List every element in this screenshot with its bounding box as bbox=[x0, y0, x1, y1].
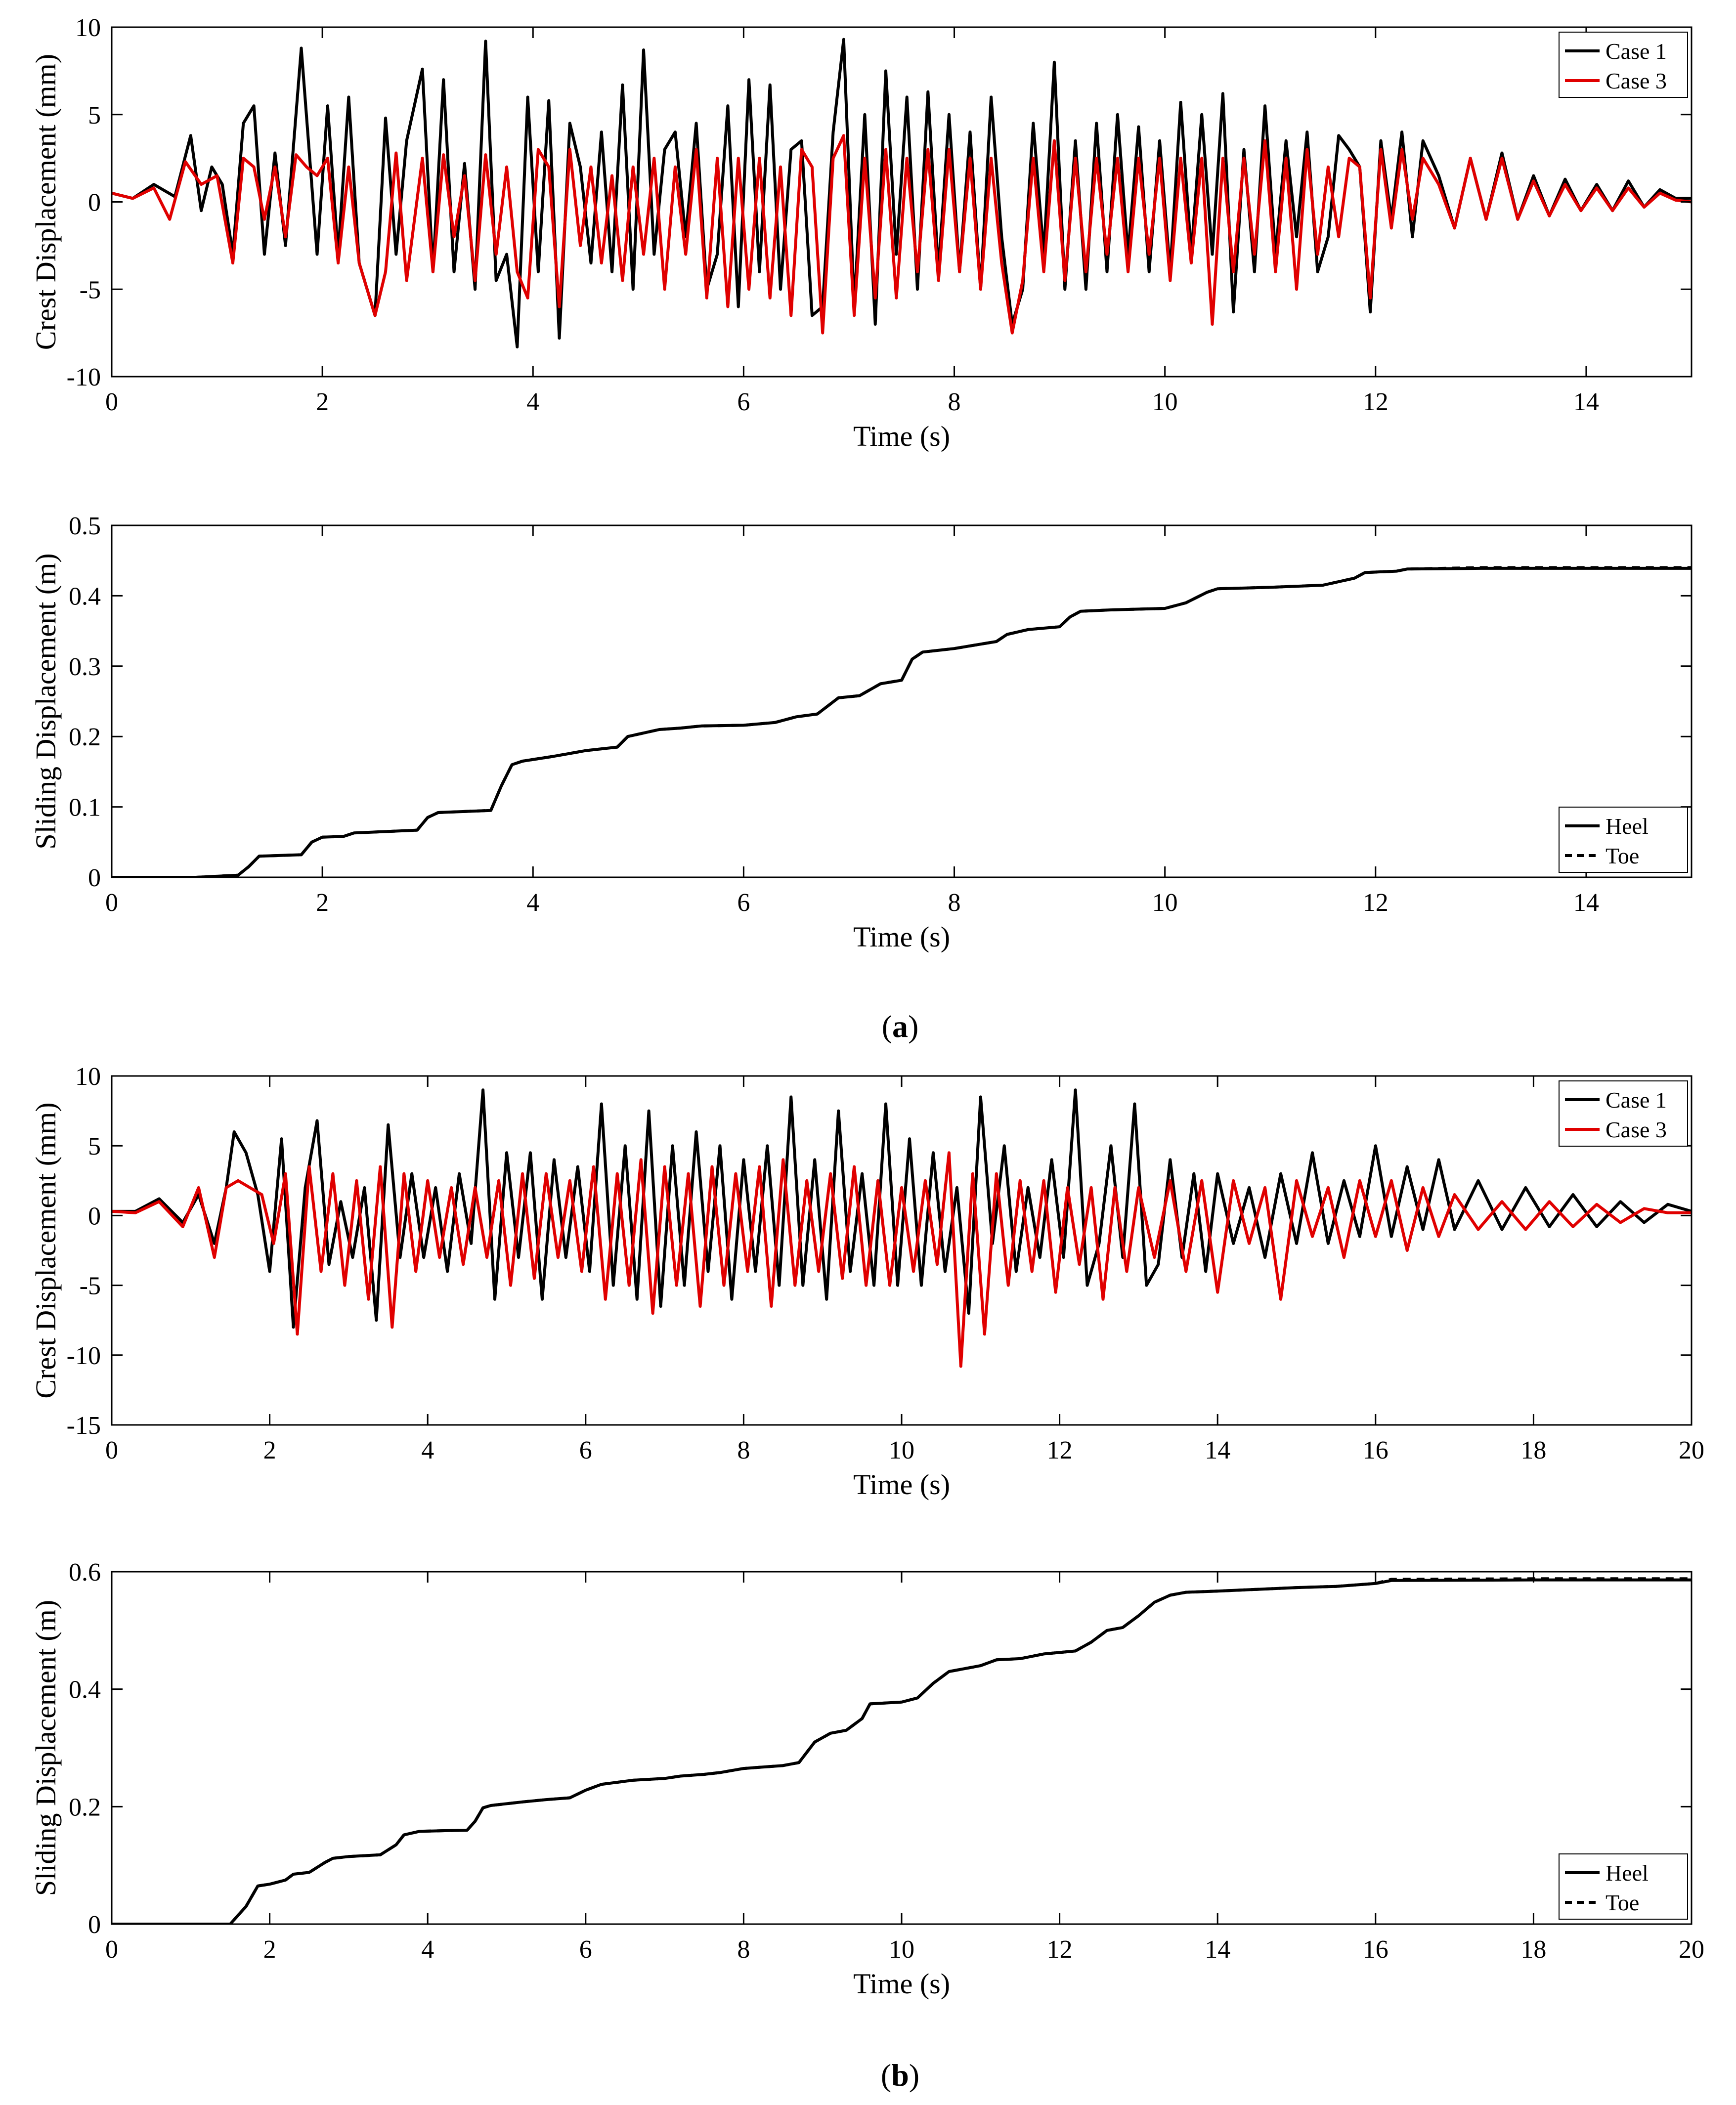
b-sliding-y-tick-label: 0.4 bbox=[69, 1676, 101, 1704]
a-crest-y-axis-title: Crest Displacement (mm) bbox=[30, 54, 62, 350]
a-sliding-legend-label-heel: Heel bbox=[1606, 814, 1649, 839]
b-crest-x-tick-label: 0 bbox=[105, 1436, 118, 1464]
b-crest-x-tick-label: 6 bbox=[579, 1436, 592, 1464]
b-crest-series-line-case-3 bbox=[112, 1151, 1692, 1368]
a-crest-axes-box bbox=[111, 26, 1693, 378]
a-crest-x-tick-label: 0 bbox=[105, 388, 118, 416]
a-sliding-x-axis-title: Time (s) bbox=[853, 921, 950, 953]
a-sliding-series-line-toe bbox=[112, 566, 1692, 877]
b-sliding-y-tick-label: 0 bbox=[88, 1911, 101, 1939]
b-sliding-axes-box bbox=[111, 1571, 1693, 1925]
a-crest-y-tick-label: 5 bbox=[88, 101, 101, 129]
a-sliding-y-tick-label: 0 bbox=[88, 864, 101, 892]
b-crest-y-tick-label: 0 bbox=[88, 1202, 101, 1230]
b-sliding-x-tick-label: 2 bbox=[263, 1935, 276, 1964]
a-crest-x-tick-label: 2 bbox=[316, 388, 329, 416]
a-crest-y-tick-label: -10 bbox=[67, 363, 101, 391]
b-sliding-series-line-heel bbox=[112, 1578, 1692, 1924]
a-sliding-x-tick-label: 14 bbox=[1573, 889, 1599, 917]
b-crest-x-tick-label: 20 bbox=[1679, 1436, 1704, 1464]
b-crest-x-tick-label: 16 bbox=[1363, 1436, 1389, 1464]
a-crest-legend-label-case-1: Case 1 bbox=[1606, 39, 1667, 64]
a-crest-legend-label-case-3: Case 3 bbox=[1606, 68, 1667, 93]
b-crest-x-tick-label: 4 bbox=[421, 1436, 434, 1464]
a-crest-x-tick-label: 6 bbox=[737, 388, 750, 416]
a-sliding-axes-box bbox=[111, 524, 1693, 878]
b-crest-x-tick-label: 14 bbox=[1205, 1436, 1230, 1464]
b-crest-x-tick-label: 12 bbox=[1047, 1436, 1073, 1464]
a-crest-y-tick-label: 10 bbox=[75, 14, 101, 42]
a-sliding-legend-label-toe: Toe bbox=[1606, 843, 1639, 868]
a-crest-series-line-case-1 bbox=[112, 38, 1692, 348]
b-sliding-legend-box bbox=[1559, 1853, 1688, 1920]
b-sliding-x-tick-label: 18 bbox=[1520, 1935, 1546, 1964]
b-sliding-x-tick-label: 12 bbox=[1047, 1935, 1073, 1964]
b-sliding-y-axis-title: Sliding Displacement (m) bbox=[30, 1600, 62, 1896]
a-sliding-y-tick-label: 0.4 bbox=[69, 582, 101, 610]
a-crest-x-tick-label: 8 bbox=[948, 388, 961, 416]
b-crest-series-line-case-1 bbox=[112, 1088, 1692, 1329]
a-sliding-y-tick-label: 0.3 bbox=[69, 653, 101, 681]
b-crest-x-tick-label: 18 bbox=[1520, 1436, 1546, 1464]
a-crest-x-tick-label: 14 bbox=[1573, 388, 1599, 416]
b-crest-x-tick-label: 10 bbox=[889, 1436, 914, 1464]
b-sliding-x-tick-label: 0 bbox=[105, 1935, 118, 1964]
a-sliding-x-tick-label: 8 bbox=[948, 889, 961, 917]
a-crest-x-tick-label: 10 bbox=[1152, 388, 1178, 416]
b-crest-legend-box bbox=[1559, 1080, 1688, 1147]
b-sliding-x-tick-label: 10 bbox=[889, 1935, 914, 1964]
b-sliding-x-tick-label: 8 bbox=[737, 1935, 750, 1964]
chart-a-crest-displacement: 0 2 4 6 8 10 12 14 -10 -5 0 5 10 Time (s) Crest Displa… bbox=[30, 14, 1693, 452]
a-sliding-y-tick-label: 0.5 bbox=[69, 512, 101, 540]
a-crest-y-tick-label: 0 bbox=[88, 189, 101, 217]
chart-a-sliding-displacement: 0 2 4 6 8 10 12 14 0 0.1 0.2 0.3 0.4 0.5 Time (s) Slidi… bbox=[30, 512, 1693, 953]
a-sliding-x-tick-label: 10 bbox=[1152, 889, 1178, 917]
b-sliding-x-axis-title: Time (s) bbox=[853, 1968, 950, 2000]
b-sliding-x-tick-label: 14 bbox=[1205, 1935, 1230, 1964]
a-sliding-x-tick-label: 0 bbox=[105, 889, 118, 917]
a-sliding-y-tick-label: 0.1 bbox=[69, 794, 101, 822]
b-crest-x-tick-label: 2 bbox=[263, 1436, 276, 1464]
b-crest-y-tick-label: 10 bbox=[75, 1063, 101, 1091]
b-sliding-legend-label-heel: Heel bbox=[1606, 1860, 1649, 1886]
b-sliding-x-tick-label: 4 bbox=[421, 1935, 434, 1964]
b-crest-x-tick-label: 8 bbox=[737, 1436, 750, 1464]
a-sliding-x-tick-label: 12 bbox=[1363, 889, 1389, 917]
a-crest-x-tick-label: 4 bbox=[526, 388, 539, 416]
b-crest-legend-label-case-1: Case 1 bbox=[1606, 1087, 1667, 1113]
panel-label-a: (a) bbox=[882, 1009, 919, 1044]
b-sliding-y-tick-label: 0.2 bbox=[69, 1793, 101, 1821]
a-sliding-x-tick-label: 6 bbox=[737, 889, 750, 917]
a-sliding-y-axis-title: Sliding Displacement (m) bbox=[30, 553, 62, 849]
b-crest-y-axis-title: Crest Displacement (mm) bbox=[30, 1102, 62, 1398]
b-crest-y-tick-label: -10 bbox=[67, 1342, 101, 1370]
b-sliding-x-tick-label: 16 bbox=[1363, 1935, 1389, 1964]
b-sliding-x-tick-label: 20 bbox=[1679, 1935, 1704, 1964]
b-sliding-y-tick-label: 0.6 bbox=[69, 1558, 101, 1587]
panel-label-b: (b) bbox=[881, 2058, 919, 2093]
b-sliding-legend-label-toe: Toe bbox=[1606, 1890, 1639, 1915]
chart-b-crest-displacement: 0 2 4 6 8 10 12 14 16 18 20 -15 -10 -5 0 5 10 Time (s) Cre… bbox=[30, 1063, 1704, 1501]
b-sliding-series-line-toe bbox=[112, 1577, 1692, 1924]
a-sliding-x-tick-label: 4 bbox=[526, 889, 539, 917]
b-sliding-x-tick-label: 6 bbox=[579, 1935, 592, 1964]
b-crest-y-tick-label: 5 bbox=[88, 1132, 101, 1160]
a-sliding-y-tick-label: 0.2 bbox=[69, 723, 101, 751]
chart-b-sliding-displacement: 0 2 4 6 8 10 12 14 16 18 20 0 0.2 0.4 0.6 Time (s) Slidi… bbox=[30, 1558, 1704, 2000]
a-crest-y-tick-label: -5 bbox=[80, 276, 101, 304]
b-crest-legend-label-case-3: Case 3 bbox=[1606, 1117, 1667, 1142]
a-crest-x-axis-title: Time (s) bbox=[853, 420, 950, 452]
a-crest-legend-box bbox=[1559, 32, 1688, 98]
b-crest-y-tick-label: -5 bbox=[80, 1272, 101, 1300]
a-sliding-legend-box bbox=[1559, 807, 1688, 873]
b-crest-x-axis-title: Time (s) bbox=[853, 1468, 950, 1501]
a-sliding-series-line-heel bbox=[112, 566, 1692, 877]
panel-label-b-letter: b bbox=[891, 2058, 909, 2093]
panel-label-a-letter: a bbox=[892, 1009, 908, 1044]
a-crest-x-tick-label: 12 bbox=[1363, 388, 1389, 416]
b-crest-y-tick-label: -15 bbox=[67, 1412, 101, 1440]
a-crest-series-line-case-3 bbox=[112, 134, 1692, 335]
a-sliding-x-tick-label: 2 bbox=[316, 889, 329, 917]
